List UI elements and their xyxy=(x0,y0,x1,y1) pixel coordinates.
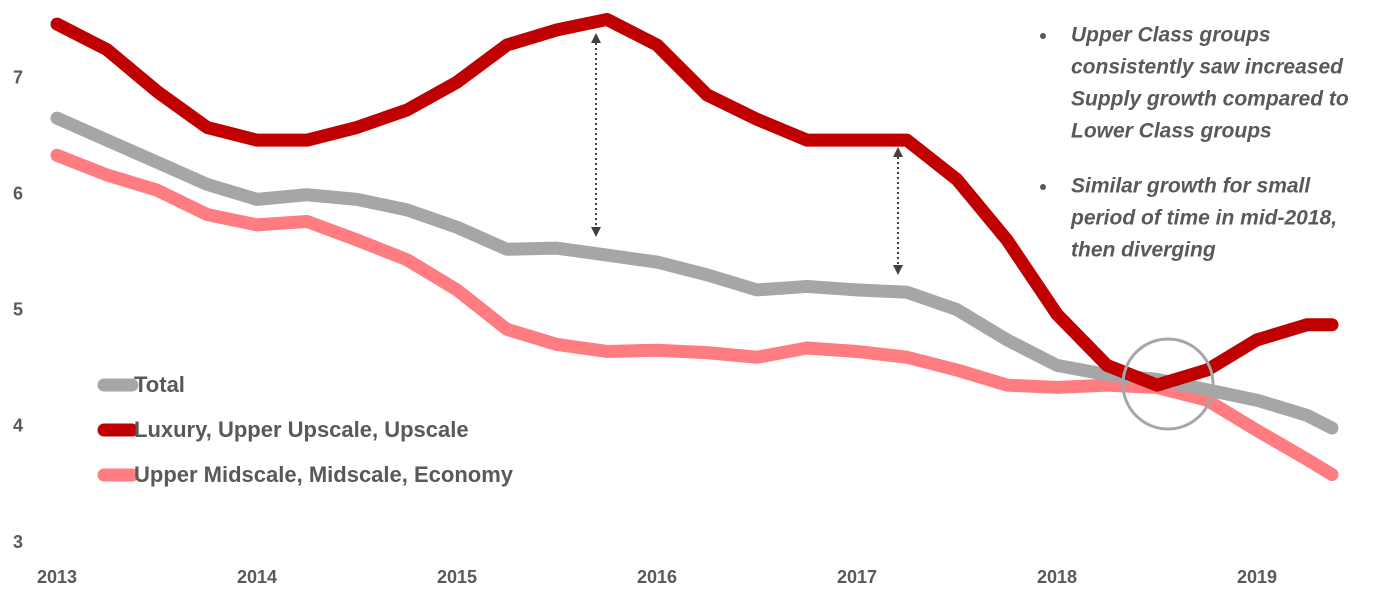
series-line xyxy=(50,148,1339,482)
highlight-circle xyxy=(1121,337,1215,431)
legend-label: Total xyxy=(134,372,185,397)
x-tick-label: 2019 xyxy=(1237,567,1277,587)
x-tick-label: 2015 xyxy=(437,567,477,587)
legend-label: Upper Midscale, Midscale, Economy xyxy=(134,462,514,487)
y-tick-label: 7 xyxy=(13,67,23,87)
x-tick-label: 2016 xyxy=(637,567,677,587)
x-tick-label: 2018 xyxy=(1037,567,1077,587)
x-tick-label: 2013 xyxy=(37,567,77,587)
annotation: Upper Class groups xyxy=(1071,24,1271,47)
x-tick-label: 2017 xyxy=(837,567,877,587)
legend-label: Luxury, Upper Upscale, Upscale xyxy=(134,417,469,442)
x-tick-label: 2014 xyxy=(237,567,277,587)
annotation: period of time in mid-2018, xyxy=(1070,207,1337,230)
annotation: Similar growth for small xyxy=(1071,175,1311,198)
y-tick-label: 3 xyxy=(13,532,23,552)
annotation: consistently saw increased xyxy=(1071,56,1344,79)
annotation: then diverging xyxy=(1071,239,1216,262)
bullet xyxy=(1040,184,1046,190)
y-tick-label: 6 xyxy=(13,183,23,203)
plot-area xyxy=(50,12,1339,482)
y-tick-label: 5 xyxy=(13,300,23,320)
series-line xyxy=(50,12,1339,392)
y-tick-label: 4 xyxy=(13,416,23,436)
annotation: Lower Class groups xyxy=(1071,120,1272,143)
bullet xyxy=(1040,33,1046,39)
annotation: Supply growth compared to xyxy=(1071,88,1349,111)
